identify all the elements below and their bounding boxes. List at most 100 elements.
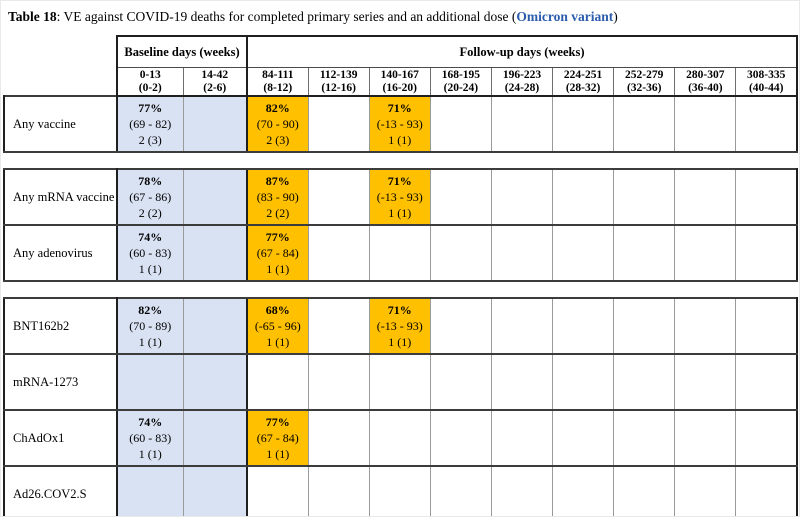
empty-cell	[116, 465, 184, 516]
table-caption-number: Table 18	[8, 9, 57, 24]
column-days-label: 0-13	[139, 68, 161, 81]
column-header-280-307: 280-307 (36-40)	[674, 67, 737, 97]
empty-cell	[552, 168, 615, 226]
table-row-any-vaccine: Any vaccine 77% (69 - 82) 2 (3) 82% (70 - 90)…	[3, 95, 799, 153]
row-label: BNT162b2	[3, 297, 118, 355]
empty-cell	[735, 95, 799, 153]
section-gap	[4, 281, 797, 298]
column-days-label: 280-307	[686, 68, 725, 81]
ve-estimate-cell: 77% (67 - 84) 1 (1)	[245, 224, 309, 282]
ve-event-counts: 1 (1)	[388, 133, 412, 147]
ve-percent: 74%	[138, 415, 163, 429]
column-days-label: 84-111	[262, 68, 294, 81]
ve-percent: 82%	[138, 303, 163, 317]
empty-cell	[735, 168, 799, 226]
empty-cell	[735, 353, 799, 411]
ve-confidence-interval: (-13 - 93)	[376, 190, 423, 204]
ve-percent: 87%	[265, 174, 290, 188]
row-label: Any vaccine	[3, 95, 118, 153]
empty-cell	[368, 353, 431, 411]
empty-cell	[182, 465, 248, 516]
empty-cell	[429, 353, 492, 411]
ve-estimate-cell: 74% (60 - 83) 1 (1)	[116, 224, 184, 282]
empty-cell	[245, 353, 309, 411]
column-weeks-label: (28-32)	[565, 81, 601, 94]
empty-cell	[307, 297, 370, 355]
ve-estimate-cell: 78% (67 - 86) 2 (2)	[116, 168, 184, 226]
section-gap-cell	[4, 281, 797, 298]
ve-estimate-cell: 77% (67 - 84) 1 (1)	[245, 409, 309, 467]
ve-confidence-interval: (-13 - 93)	[376, 319, 423, 333]
empty-cell	[552, 224, 615, 282]
empty-cell	[552, 353, 615, 411]
column-weeks-label: (8-12)	[263, 81, 293, 94]
table-row-any-mrna-vaccine: Any mRNA vaccine 78% (67 - 86) 2 (2) 87% (83 …	[3, 168, 799, 226]
ve-percent: 77%	[265, 415, 290, 429]
table-row-any-adenovirus: Any adenovirus 74% (60 - 83) 1 (1) 77% (67 - …	[3, 224, 799, 282]
empty-cell	[613, 409, 676, 467]
ve-percent: 77%	[138, 101, 163, 115]
ve-estimate-cell: 68% (-65 - 96) 1 (1)	[245, 297, 309, 355]
empty-cell	[490, 353, 554, 411]
column-header-84-111: 84-111 (8-12)	[245, 67, 309, 97]
empty-cell	[490, 95, 554, 153]
ve-event-counts: 2 (2)	[266, 206, 290, 220]
ve-event-counts: 2 (3)	[138, 133, 162, 147]
ve-estimate-cell: 77% (69 - 82) 2 (3)	[116, 95, 184, 153]
ve-percent: 71%	[387, 174, 412, 188]
empty-cell	[490, 168, 554, 226]
empty-cell	[307, 95, 370, 153]
ve-percent: 82%	[265, 101, 290, 115]
table-caption-variant: Omicron variant	[516, 9, 614, 24]
empty-cell	[613, 353, 676, 411]
table-row-mrna-1273: mRNA-1273	[3, 353, 799, 411]
empty-cell	[307, 224, 370, 282]
column-weeks-label: (0-2)	[138, 81, 162, 94]
ve-confidence-interval: (70 - 89)	[129, 319, 172, 333]
column-header-112-139: 112-139 (12-16)	[307, 67, 370, 97]
empty-cell	[735, 465, 799, 516]
empty-cell	[182, 95, 248, 153]
empty-cell	[674, 224, 737, 282]
table-caption-close: )	[613, 9, 618, 24]
empty-cell	[429, 297, 492, 355]
empty-cell	[307, 353, 370, 411]
empty-cell	[674, 95, 737, 153]
ve-estimate-cell: 82% (70 - 90) 2 (3)	[245, 95, 309, 153]
empty-cell	[116, 353, 184, 411]
column-days-label: 168-195	[441, 68, 481, 81]
empty-cell	[490, 297, 554, 355]
empty-cell	[490, 409, 554, 467]
followup-header: Follow-up days (weeks)	[247, 35, 798, 68]
empty-cell	[429, 224, 492, 282]
ve-event-counts: 1 (1)	[138, 335, 162, 349]
ve-confidence-interval: (60 - 83)	[129, 431, 172, 445]
table-row-bnt162b2: BNT162b2 82% (70 - 89) 1 (1) 68% (-65 - 96) 1 …	[3, 297, 799, 355]
row-label: Any adenovirus	[3, 224, 118, 282]
empty-cell	[429, 95, 492, 153]
column-days-label: 224-251	[563, 68, 603, 81]
ve-event-counts: 1 (1)	[266, 262, 290, 276]
ve-estimate-cell: 87% (83 - 90) 2 (2)	[245, 168, 309, 226]
ve-event-counts: 1 (1)	[388, 206, 412, 220]
empty-cell	[182, 224, 248, 282]
empty-cell	[429, 409, 492, 467]
table-caption-text: : VE against COVID-19 deaths for complet…	[56, 9, 517, 24]
empty-cell	[182, 297, 248, 355]
ve-event-counts: 1 (1)	[266, 447, 290, 461]
ve-event-counts: 1 (1)	[266, 335, 290, 349]
column-header-14-42: 14-42 (2-6)	[182, 67, 248, 97]
empty-cell	[368, 224, 431, 282]
ve-percent: 74%	[138, 230, 163, 244]
ve-event-counts: 1 (1)	[138, 447, 162, 461]
empty-cell	[182, 353, 248, 411]
empty-cell	[613, 224, 676, 282]
table-row-ad26-cov2-s: Ad26.COV2.S	[3, 465, 799, 516]
empty-cell	[307, 465, 370, 516]
ve-percent: 68%	[265, 303, 290, 317]
ve-confidence-interval: (69 - 82)	[129, 117, 172, 131]
column-weeks-label: (40-44)	[748, 81, 784, 94]
column-days-label: 14-42	[201, 68, 229, 81]
column-days-label: 140-167	[380, 68, 419, 81]
